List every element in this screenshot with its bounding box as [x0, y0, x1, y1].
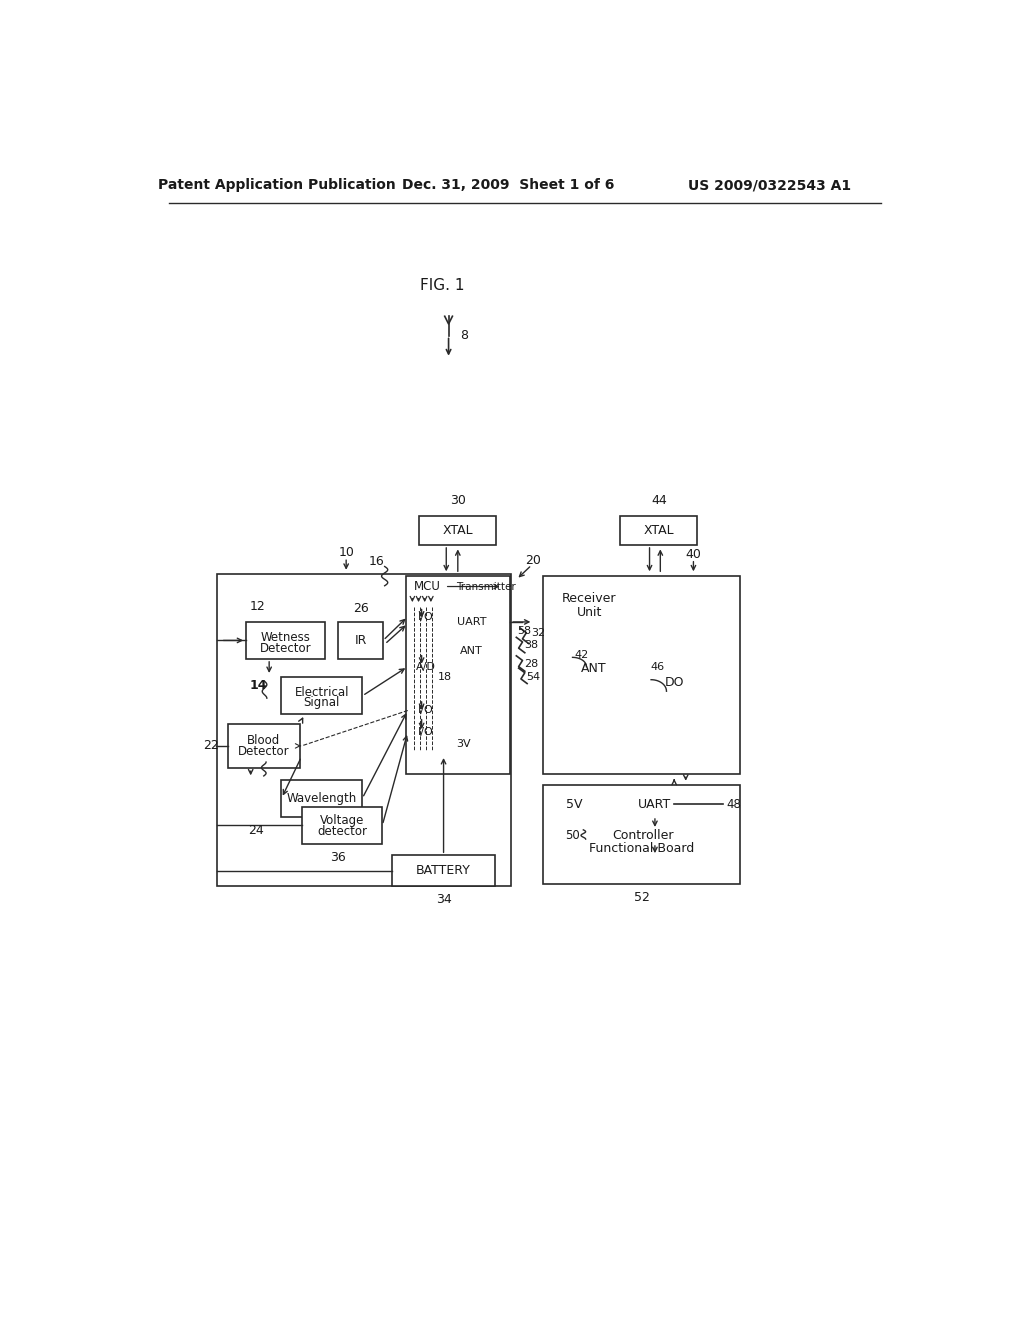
- Text: Transmitter: Transmitter: [456, 582, 515, 591]
- Text: Patent Application Publication: Patent Application Publication: [158, 178, 395, 193]
- Text: 42: 42: [574, 649, 589, 660]
- Text: DO: DO: [665, 676, 684, 689]
- Text: MCU: MCU: [415, 579, 441, 593]
- Text: 24: 24: [248, 824, 264, 837]
- Text: 36: 36: [330, 851, 346, 865]
- Text: 8: 8: [460, 329, 468, 342]
- Bar: [419, 516, 497, 545]
- Text: 28: 28: [524, 659, 539, 668]
- Text: XTAL: XTAL: [442, 524, 473, 537]
- Text: XTAL: XTAL: [643, 524, 674, 537]
- Text: Dec. 31, 2009  Sheet 1 of 6: Dec. 31, 2009 Sheet 1 of 6: [401, 178, 614, 193]
- Bar: [282, 780, 362, 817]
- Text: Functional Board: Functional Board: [589, 842, 694, 855]
- Text: 44: 44: [651, 494, 667, 507]
- Bar: [217, 574, 511, 886]
- Text: 50: 50: [565, 829, 580, 842]
- Text: Electrical: Electrical: [295, 685, 349, 698]
- Text: 58: 58: [517, 626, 531, 636]
- Bar: [407, 576, 510, 775]
- Text: Detector: Detector: [238, 744, 290, 758]
- Text: Controller: Controller: [612, 829, 674, 842]
- Bar: [282, 677, 362, 714]
- Text: 52: 52: [634, 891, 649, 904]
- Text: FIG. 1: FIG. 1: [420, 279, 465, 293]
- Text: 46: 46: [650, 661, 665, 672]
- Text: 22: 22: [203, 739, 218, 752]
- Text: UART: UART: [457, 616, 486, 627]
- Text: 3V: 3V: [457, 739, 471, 748]
- Text: US 2009/0322543 A1: US 2009/0322543 A1: [688, 178, 851, 193]
- Text: I/O: I/O: [418, 705, 433, 715]
- Text: 5V: 5V: [566, 797, 583, 810]
- Text: Blood: Blood: [247, 734, 281, 747]
- Text: Detector: Detector: [259, 642, 311, 655]
- Text: 34: 34: [435, 894, 452, 907]
- Bar: [544, 576, 739, 775]
- Text: Wetness: Wetness: [260, 631, 310, 644]
- Bar: [301, 807, 382, 843]
- Text: I/O: I/O: [418, 611, 433, 622]
- Text: 16: 16: [369, 556, 385, 569]
- Text: 10: 10: [338, 546, 354, 560]
- Text: detector: detector: [316, 825, 367, 838]
- Bar: [544, 785, 739, 884]
- Text: BATTERY: BATTERY: [416, 865, 471, 878]
- Text: UART: UART: [638, 797, 672, 810]
- Bar: [392, 855, 495, 886]
- Text: 32: 32: [530, 628, 545, 639]
- Text: 20: 20: [525, 554, 542, 566]
- Bar: [227, 723, 300, 768]
- Text: IR: IR: [354, 634, 367, 647]
- Text: 48: 48: [726, 797, 741, 810]
- Text: ANT: ANT: [581, 661, 606, 675]
- Text: 14: 14: [250, 678, 267, 692]
- Text: 40: 40: [685, 548, 701, 561]
- Bar: [246, 622, 325, 659]
- Text: 12: 12: [250, 601, 265, 612]
- Text: A/D: A/D: [416, 661, 435, 672]
- Text: Voltage: Voltage: [319, 814, 365, 828]
- Text: 30: 30: [450, 494, 466, 507]
- Bar: [339, 622, 383, 659]
- Text: Unit: Unit: [577, 606, 602, 619]
- Bar: [621, 516, 697, 545]
- Text: Wavelength: Wavelength: [287, 792, 357, 805]
- Text: I/O: I/O: [418, 727, 433, 737]
- Text: 38: 38: [524, 640, 539, 649]
- Text: 54: 54: [526, 672, 541, 682]
- Text: Receiver: Receiver: [562, 593, 616, 606]
- Text: ANT: ANT: [461, 647, 483, 656]
- Text: 26: 26: [353, 602, 369, 615]
- Text: 18: 18: [437, 672, 452, 682]
- Text: Signal: Signal: [304, 696, 340, 709]
